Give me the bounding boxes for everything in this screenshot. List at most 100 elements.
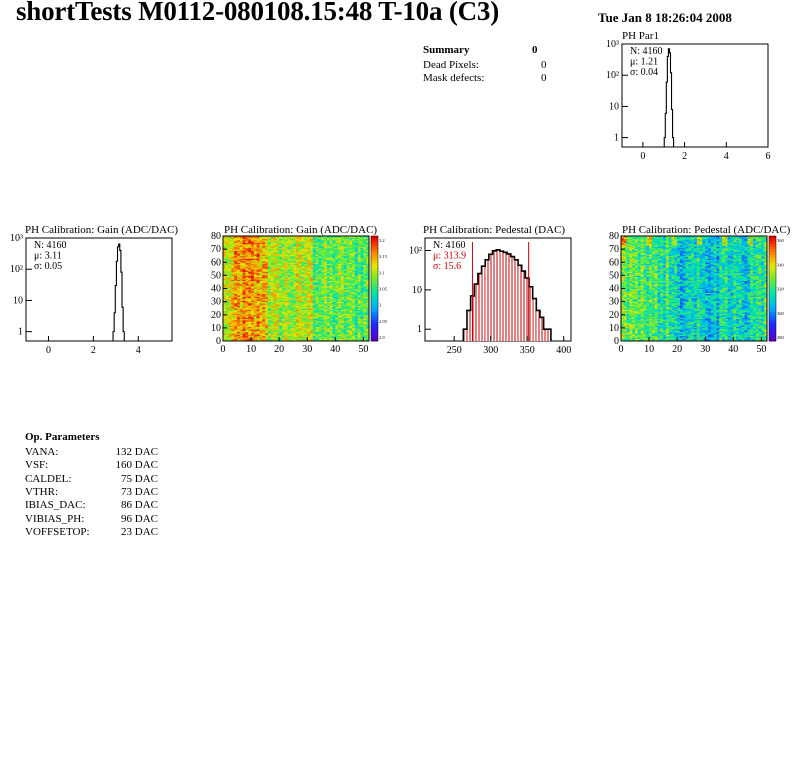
palette-step: [371, 257, 378, 261]
palette-step: [371, 288, 378, 292]
histogram-bar: [496, 249, 500, 341]
palette-label: 2.95: [379, 319, 388, 324]
palette-step: [371, 299, 378, 303]
op-parameter-value: 132 DAC: [115, 446, 158, 458]
op-parameter-label: IBIAS_DAC:: [25, 499, 86, 512]
histogram-outline: [112, 243, 125, 341]
palette-step: [769, 285, 776, 289]
palette-step: [371, 291, 378, 295]
y-tick-label: 50: [211, 270, 221, 281]
y-tick-label: 10: [609, 101, 619, 112]
y-tick-label: 70: [211, 244, 221, 255]
histogram-bar: [510, 256, 515, 341]
x-tick-label: 30: [700, 344, 710, 355]
palette-step: [769, 275, 776, 279]
palette-step: [371, 325, 378, 329]
palette-step: [769, 333, 776, 337]
palette-step: [769, 299, 776, 303]
histogram-bar: [485, 259, 489, 341]
palette-step: [371, 317, 378, 321]
palette-step: [371, 249, 378, 253]
palette-step: [769, 249, 776, 253]
palette-step: [371, 301, 378, 305]
x-tick-label: 50: [756, 344, 766, 355]
histogram-outline: [462, 249, 552, 341]
palette-step: [769, 301, 776, 305]
y-tick-label: 0: [216, 336, 221, 347]
y-tick-label: 1: [18, 327, 23, 338]
y-tick-label: 10²: [409, 246, 422, 257]
y-tick-label: 40: [609, 284, 619, 295]
palette-step: [769, 330, 776, 334]
summary-value: 0: [541, 59, 547, 71]
op-parameters-heading: Op. Parameters: [25, 431, 100, 443]
stats-line: N: 4160: [630, 46, 663, 57]
palette-step: [371, 254, 378, 258]
y-tick-label: 10: [211, 323, 221, 334]
palette-step: [769, 241, 776, 245]
y-tick-label: 50: [609, 270, 619, 281]
palette-step: [371, 238, 378, 242]
plot-frame: [25, 237, 173, 342]
stats-line: N: 4160: [433, 240, 466, 251]
palette-step: [371, 262, 378, 266]
palette-step: [371, 267, 378, 271]
op-parameter-value: 86 DAC: [121, 499, 158, 512]
y-tick-label: 10²: [606, 70, 619, 81]
palette-step: [769, 304, 776, 308]
stats-line: μ: 313.9: [433, 251, 466, 262]
chart-title: PH Calibration: Pedestal (ADC/DAC): [622, 224, 790, 236]
palette-step: [371, 241, 378, 245]
summary-label: Mask defects:: [423, 72, 485, 84]
y-tick-label: 20: [211, 310, 221, 321]
x-tick-label: 4: [136, 345, 141, 356]
y-tick-label: 0: [614, 336, 619, 347]
palette-label: 360: [777, 238, 785, 243]
palette-step: [371, 312, 378, 316]
palette-step: [769, 320, 776, 324]
x-tick-label: 300: [483, 345, 498, 356]
palette-step: [371, 309, 378, 313]
palette-step: [371, 322, 378, 326]
palette-step: [371, 278, 378, 282]
chart-title: PH Calibration: Gain (ADC/DAC): [25, 224, 179, 236]
palette-step: [769, 270, 776, 274]
op-parameter-label: VTHR:: [25, 485, 58, 498]
stats-line: μ: 1.21: [630, 57, 658, 68]
y-tick-label: 10: [412, 285, 422, 296]
palette-step: [769, 309, 776, 313]
palette-step: [769, 314, 776, 318]
y-tick-label: 60: [609, 257, 619, 268]
palette-step: [769, 306, 776, 310]
x-tick-label: 40: [330, 344, 340, 355]
palette-step: [371, 333, 378, 337]
x-tick-label: 350: [520, 345, 535, 356]
histogram-bar: [539, 317, 544, 341]
y-tick-label: 80: [211, 232, 221, 242]
palette-step: [769, 246, 776, 250]
palette-step: [769, 317, 776, 321]
stats-line: N: 4160: [34, 240, 67, 251]
palette-step: [769, 322, 776, 326]
op-parameter-value: 73 DAC: [121, 485, 158, 498]
histogram-bar: [492, 250, 497, 341]
y-tick-label: 70: [609, 244, 619, 255]
palette-label: 340: [777, 262, 785, 267]
palette-step: [769, 236, 776, 240]
palette-step: [371, 264, 378, 268]
histogram-bar: [521, 271, 526, 341]
x-tick-label: 50: [358, 344, 368, 355]
op-parameter-label: VOFFSETOP:: [25, 525, 90, 538]
stats-line: σ: 0.05: [34, 261, 62, 272]
x-tick-label: 4: [724, 151, 729, 162]
y-tick-label: 10: [13, 295, 23, 306]
palette-step: [371, 280, 378, 284]
histogram-bar: [488, 254, 493, 341]
histogram-bar: [547, 329, 551, 341]
y-tick-label: 10²: [10, 264, 23, 275]
palette-step: [769, 335, 776, 339]
palette-step: [371, 330, 378, 334]
x-tick-label: 10: [246, 344, 256, 355]
